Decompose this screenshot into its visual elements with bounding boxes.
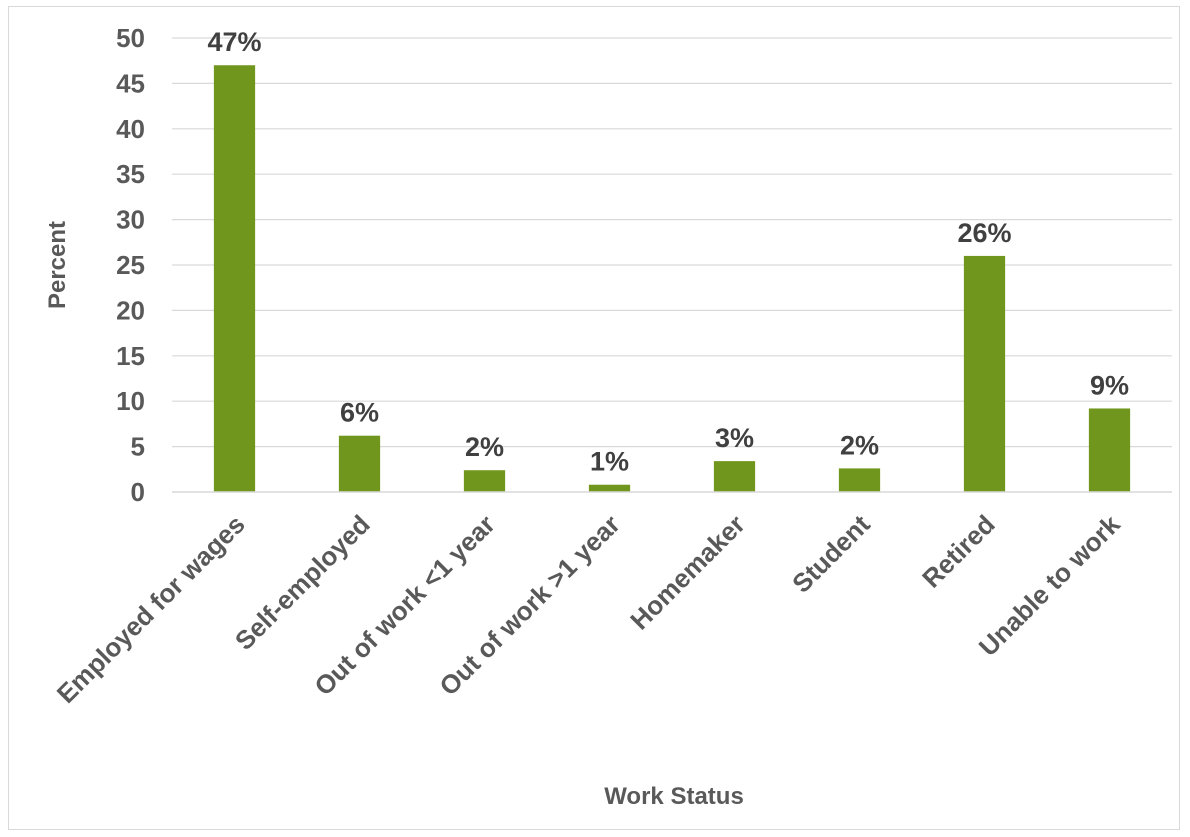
data-label: 47% [207,27,261,57]
data-label: 6% [340,398,379,428]
y-axis-title: Percent [44,221,71,309]
y-tick-label: 5 [131,432,145,462]
data-label: 1% [590,447,629,477]
gridlines [172,37,1172,448]
bar [713,461,756,492]
bar [213,65,256,493]
y-tick-label: 15 [116,341,145,371]
data-label: 2% [465,432,504,462]
data-label: 2% [840,430,879,460]
y-tick-label: 40 [116,114,145,144]
x-category-label: Retired [916,509,1001,594]
x-category-label: Employed for wages [51,509,251,709]
y-tick-label: 20 [116,295,145,325]
y-tick-label: 25 [116,250,145,280]
bar [338,435,381,492]
data-label: 9% [1090,370,1129,400]
x-category-label: Homemaker [624,509,750,635]
bar [1088,408,1131,492]
y-tick-label: 45 [116,68,145,98]
y-tick-label: 35 [116,159,145,189]
data-labels: 47% 6% 2% 1% 3% 2% 26% 9% [207,27,1129,476]
bar [838,468,881,492]
bar [588,484,631,492]
bar [463,470,506,492]
x-category-label: Student [786,509,876,599]
bars [213,65,1131,493]
data-label: 3% [715,423,754,453]
y-tick-label: 50 [116,23,145,53]
y-axis-ticks: 0 5 10 15 20 25 30 35 40 45 50 [116,23,145,507]
y-tick-label: 0 [131,477,145,507]
data-label: 26% [957,218,1011,248]
y-tick-label: 30 [116,205,145,235]
bar [963,255,1006,492]
x-axis-title: Work Status [604,783,744,810]
y-tick-label: 10 [116,386,145,416]
